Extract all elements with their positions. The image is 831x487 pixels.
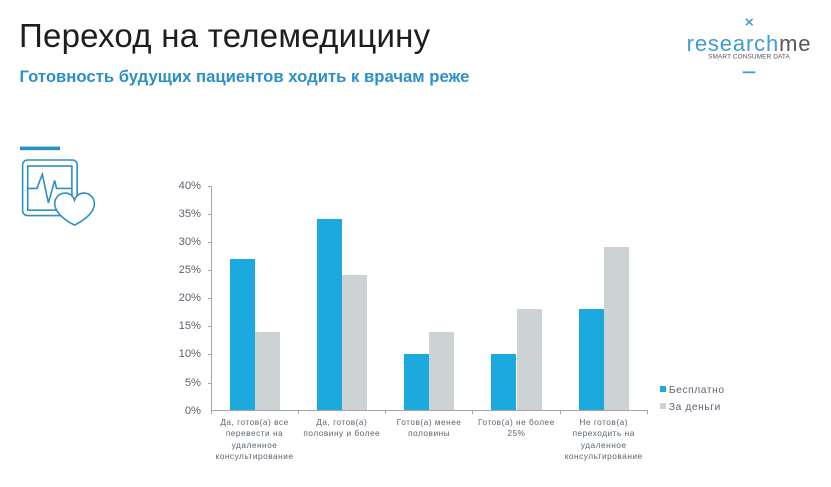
svg-text:researchme: researchme xyxy=(687,31,812,56)
svg-text:SMART CONSUMER DATA: SMART CONSUMER DATA xyxy=(708,54,790,61)
